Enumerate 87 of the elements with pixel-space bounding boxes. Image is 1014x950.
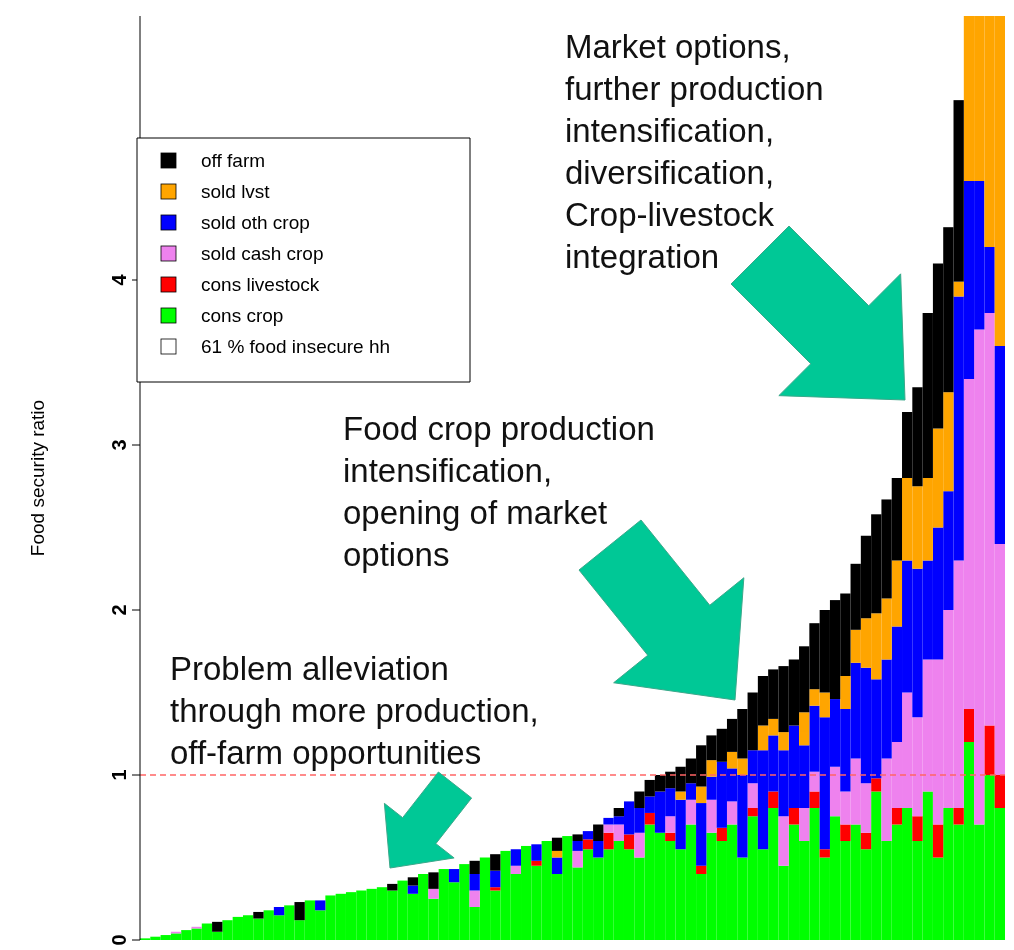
bar (387, 883, 398, 891)
bar (726, 801, 738, 825)
bar (840, 676, 851, 709)
bar (994, 346, 1005, 544)
bar (984, 725, 995, 775)
bar (212, 921, 223, 932)
bar (469, 874, 480, 891)
bar (582, 839, 594, 850)
bar (593, 824, 604, 841)
annotation: Market options, further production intensification, diversification, Crop-livestock integration (565, 28, 824, 275)
y-axis-title: Food security ratio (27, 399, 48, 557)
bar (696, 803, 707, 866)
bar (490, 854, 501, 871)
bar (253, 911, 264, 919)
bar (582, 831, 594, 840)
bar (799, 712, 810, 746)
bar (531, 844, 542, 861)
bar (551, 837, 563, 851)
bar (809, 791, 820, 808)
bar (551, 857, 563, 874)
bar (273, 907, 285, 916)
bar (315, 900, 326, 911)
bar (490, 887, 501, 891)
bar (840, 824, 851, 841)
bar (912, 816, 923, 841)
bar (551, 850, 563, 858)
bar (294, 902, 305, 921)
bar (531, 860, 542, 866)
y-tick-label: 3 (108, 439, 130, 451)
legend-label: off farm (201, 150, 266, 171)
bar (994, 775, 1005, 808)
legend-label: 61 % food insecure hh (201, 336, 391, 357)
bar (747, 808, 758, 817)
bar (634, 832, 645, 858)
bar (407, 885, 419, 894)
legend-label: cons crop (201, 305, 284, 326)
y-tick-label: 1 (108, 769, 130, 781)
bar (665, 832, 676, 841)
bar (932, 824, 944, 858)
bar (963, 709, 975, 742)
bar (716, 827, 727, 841)
bar (768, 791, 779, 808)
bar (603, 832, 614, 850)
bar (696, 786, 707, 804)
y-tick-label: 2 (108, 604, 130, 616)
bar (696, 865, 707, 874)
bar (788, 808, 800, 825)
bar (593, 841, 604, 858)
bar (685, 783, 697, 800)
bar (428, 888, 439, 899)
bar (490, 870, 501, 888)
bar (469, 890, 480, 907)
bar (407, 877, 419, 886)
legend-label: sold oth crop (201, 212, 310, 233)
bar (572, 850, 583, 868)
annotation: Food crop production intensification, opening of market options (343, 410, 655, 573)
bar (706, 799, 717, 833)
bar (572, 841, 583, 851)
bar (860, 832, 872, 850)
bar (448, 869, 460, 883)
bar (572, 834, 583, 841)
bar (953, 808, 964, 825)
bar (675, 791, 686, 800)
bar (613, 808, 624, 817)
bar (809, 771, 820, 792)
bar (953, 281, 964, 297)
bar (644, 812, 655, 825)
bar (623, 834, 635, 850)
bar (819, 849, 830, 858)
bar (706, 760, 717, 777)
bar (510, 865, 522, 874)
bar (665, 816, 676, 833)
bar (510, 849, 522, 866)
bar (871, 778, 882, 792)
bar (799, 808, 810, 841)
y-tick-label: 4 (108, 273, 130, 286)
annotation: Problem alleviation through more production, off-farm opportunities (170, 650, 539, 771)
legend-label: sold lvst (201, 181, 271, 202)
bar (747, 783, 758, 808)
bar (778, 816, 789, 866)
bar (428, 872, 439, 889)
bar (469, 860, 480, 874)
legend-label: cons livestock (201, 274, 320, 295)
bar (891, 808, 903, 825)
y-tick-label: 0 (108, 934, 130, 946)
legend-label: sold cash crop (201, 243, 324, 264)
bar (685, 799, 697, 825)
